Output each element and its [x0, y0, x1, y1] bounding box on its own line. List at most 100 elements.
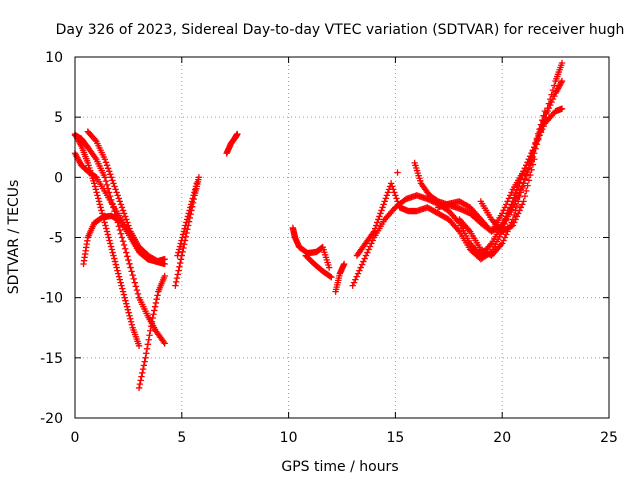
- data-point: [104, 165, 112, 172]
- data-point: [145, 336, 152, 343]
- data-point: [103, 225, 110, 232]
- data-point: [507, 204, 514, 211]
- data-point: [118, 282, 125, 289]
- data-point: [146, 332, 153, 339]
- data-point: [107, 171, 114, 178]
- data-point: [325, 264, 333, 271]
- data-point: [114, 192, 121, 199]
- data-point: [115, 273, 123, 280]
- data-point: [178, 237, 185, 244]
- data-point: [147, 327, 154, 334]
- data-point: [107, 240, 114, 247]
- data-point: [117, 230, 125, 237]
- data-point: [111, 258, 119, 265]
- data-point: [140, 362, 148, 369]
- x-axis-label: GPS time / hours: [281, 459, 398, 475]
- data-point: [365, 246, 372, 253]
- data-point: [357, 264, 364, 271]
- data-point: [517, 204, 525, 211]
- data-point: [120, 210, 128, 217]
- data-point: [361, 255, 368, 262]
- data-point: [101, 174, 109, 181]
- data-point: [517, 189, 525, 196]
- data-point: [531, 156, 538, 163]
- data-point: [117, 279, 124, 286]
- data-point: [115, 223, 122, 230]
- data-point: [377, 210, 384, 217]
- data-point: [110, 180, 117, 187]
- data-point: [143, 350, 150, 357]
- data-point: [112, 186, 119, 193]
- data-point: [187, 204, 194, 211]
- data-point: [394, 169, 401, 176]
- data-point: [532, 139, 539, 146]
- data-point: [509, 198, 517, 205]
- data-point: [529, 148, 537, 155]
- data-point: [108, 174, 115, 181]
- x-tick-label: 15: [386, 430, 404, 446]
- data-point: [103, 228, 111, 235]
- data-point: [120, 291, 128, 298]
- data-point: [127, 264, 134, 271]
- data-point: [130, 275, 137, 283]
- data-point: [110, 252, 117, 259]
- data-point: [511, 194, 518, 201]
- data-point: [375, 216, 382, 223]
- data-point: [340, 260, 348, 268]
- y-tick-label: 5: [54, 110, 63, 126]
- data-point: [173, 274, 181, 282]
- data-point: [179, 234, 186, 241]
- data-point: [392, 192, 399, 199]
- data-point: [500, 207, 507, 214]
- data-point: [123, 249, 130, 256]
- data-point: [129, 271, 136, 279]
- data-point: [183, 216, 191, 223]
- data-point: [172, 278, 180, 286]
- series-track-s: [394, 169, 401, 176]
- data-point: [358, 261, 366, 268]
- data-point: [360, 258, 367, 265]
- data-point: [513, 186, 521, 194]
- data-point: [390, 186, 397, 193]
- y-tick-label: -15: [40, 351, 63, 367]
- data-point: [115, 195, 122, 202]
- data-point: [179, 248, 186, 255]
- x-tick-label: 20: [493, 430, 511, 446]
- data-point: [185, 210, 192, 217]
- data-point: [116, 198, 124, 205]
- data-point: [119, 207, 127, 214]
- data-point: [539, 116, 546, 124]
- data-point: [352, 276, 359, 283]
- data-point: [136, 380, 144, 388]
- data-point: [114, 267, 121, 274]
- data-point: [189, 195, 196, 202]
- data-point: [92, 136, 99, 144]
- data-point: [535, 130, 542, 137]
- data-point: [139, 365, 147, 373]
- data-point: [109, 177, 116, 184]
- data-point: [126, 260, 133, 268]
- data-point: [103, 162, 111, 169]
- data-point: [378, 207, 385, 214]
- data-point: [513, 213, 521, 220]
- data-point: [503, 201, 510, 208]
- data-point: [101, 219, 108, 226]
- data-point: [548, 98, 555, 106]
- data-point: [177, 256, 185, 263]
- data-point: [119, 285, 126, 292]
- data-point: [122, 297, 129, 304]
- data-point: [499, 240, 506, 247]
- data-point: [512, 216, 519, 223]
- data-point: [143, 345, 151, 353]
- x-tick-label: 10: [280, 430, 298, 446]
- data-point: [395, 201, 402, 208]
- data-point: [520, 198, 527, 205]
- data-point: [116, 276, 124, 283]
- y-axis-label: SDTVAR / TECUs: [6, 180, 22, 295]
- data-point: [118, 204, 126, 211]
- y-tick-label: 0: [54, 170, 63, 186]
- data-point: [175, 249, 182, 256]
- data-point: [362, 252, 370, 259]
- data-point: [394, 198, 401, 205]
- data-point: [139, 369, 146, 377]
